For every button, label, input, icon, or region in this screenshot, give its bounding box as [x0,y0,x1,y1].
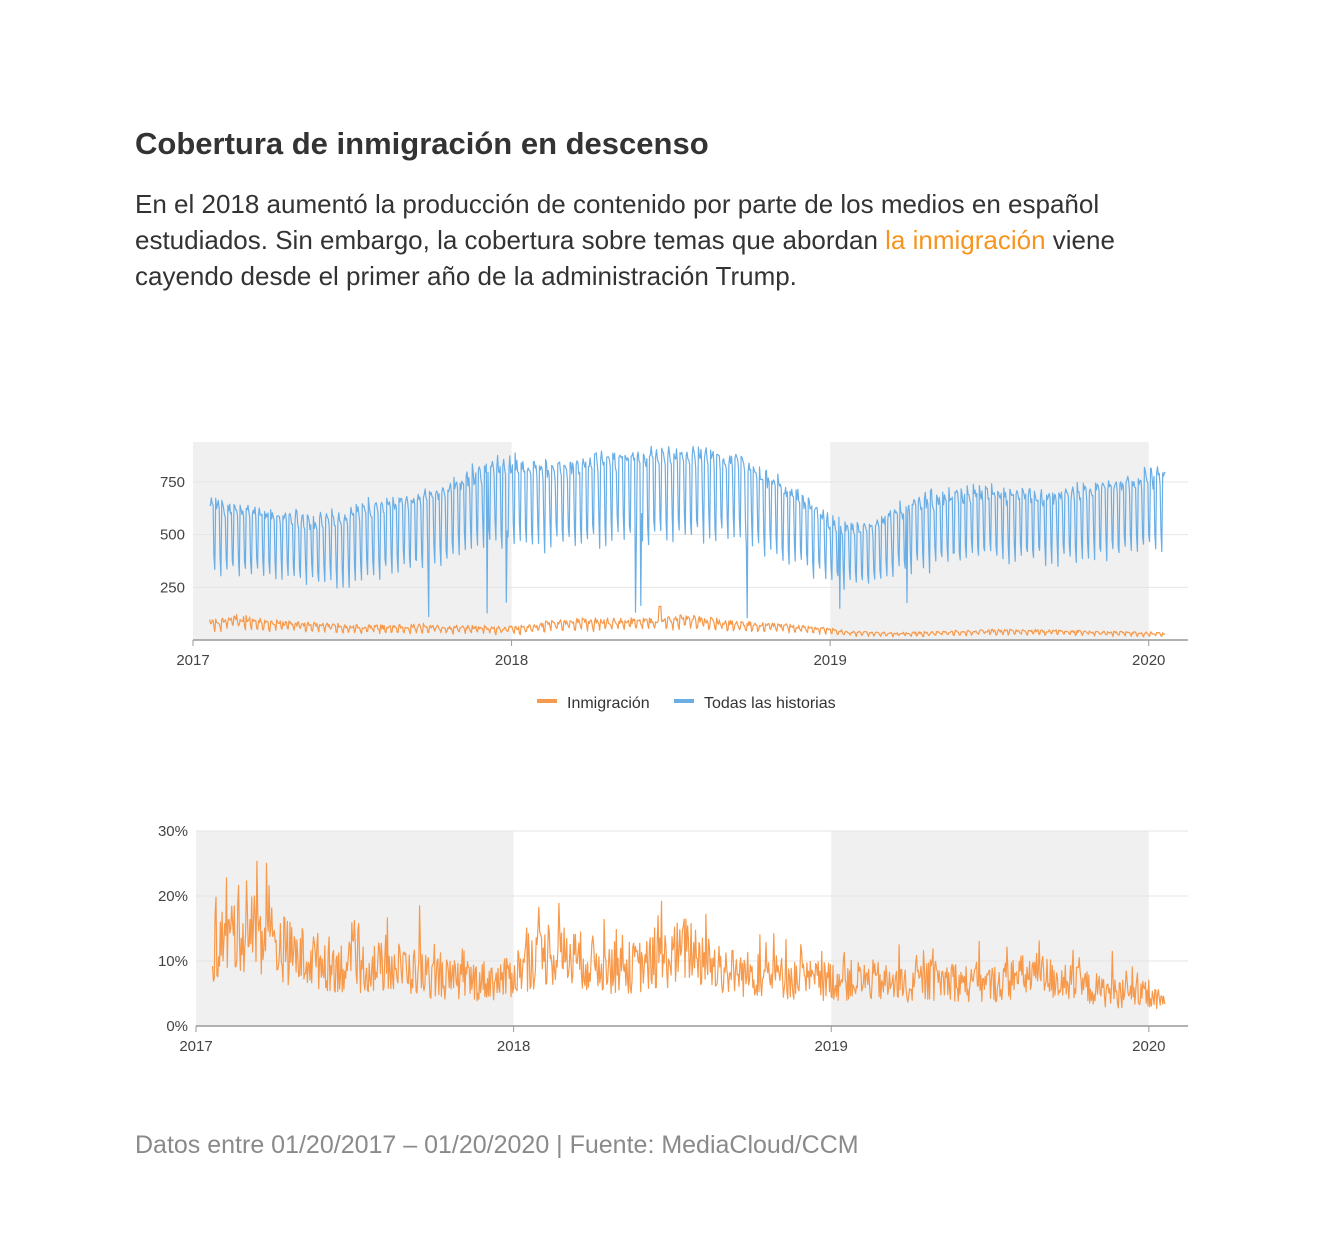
legend-label-inmigracion: Inmigración [567,695,650,712]
subtitle-text-end: viene cayendo desde el primer año de la … [135,225,1115,291]
x-tick-label: 2017 [179,1038,212,1055]
x-tick-label: 2020 [1132,1038,1165,1055]
chart-subtitle: En el 2018 aumentó la producción de cont… [135,186,1165,294]
y-tick-label: 500 [160,527,185,544]
x-tick-label: 2018 [497,1038,530,1055]
x-tick-label: 2019 [815,1038,848,1055]
legend-label-todas: Todas las historias [704,695,836,712]
legend-swatch-inmigracion [537,699,557,703]
stories-count-chart: 250 500 750 2017 2018 2019 2020 Inmigración Toda… [160,442,1188,712]
y-tick-label: 20% [158,888,188,905]
chart-title: Cobertura de inmigración en descenso [135,126,709,161]
x-tick-label: 2019 [813,652,846,669]
series-todas-las-historias [209,445,1166,619]
y-tick-label: 10% [158,953,188,970]
y-tick-label: 250 [160,579,185,596]
y-tick-label: 30% [158,823,188,840]
immigration-share-chart: 0% 10% 20% 30% 2017 2018 2019 2020 [158,823,1188,1055]
legend-swatch-todas [674,699,694,703]
subtitle-text-start: En el 2018 aumentó la producción de cont… [135,189,1100,255]
x-tick-label: 2020 [1132,652,1165,669]
x-tick-label: 2018 [495,652,528,669]
shaded-period-1 [193,442,512,640]
source-note: Datos entre 01/20/2017 – 01/20/2020 | Fu… [135,1131,859,1159]
legend: Inmigración Todas las historias [537,695,836,712]
y-tick-label: 0% [166,1018,188,1035]
series-inmigracion [209,605,1166,638]
y-tick-label: 750 [160,474,185,491]
immigration-link[interactable]: la inmigración [885,225,1046,255]
x-tick-label: 2017 [176,652,209,669]
series-inmigracion-porcentaje [211,860,1166,1010]
